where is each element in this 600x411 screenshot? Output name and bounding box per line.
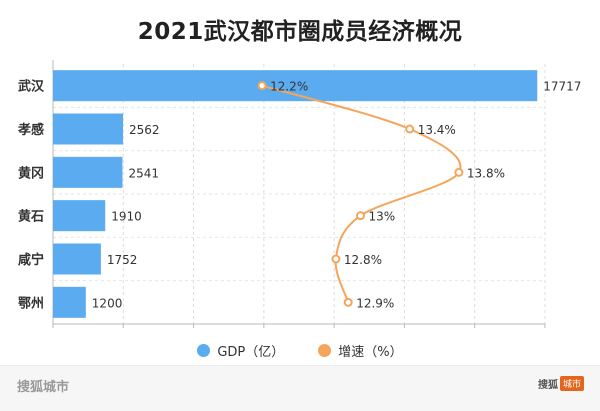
footer-brand: 搜狐城市 bbox=[17, 380, 70, 395]
logo-tag-text: 城市 bbox=[559, 376, 584, 391]
growth-point-5 bbox=[343, 297, 353, 307]
bar-value-label: 1910 bbox=[111, 210, 142, 224]
category-label: 咸宁 bbox=[18, 252, 44, 268]
growth-value-label: 13.8% bbox=[467, 166, 505, 180]
chart-canvas: 武汉 17717 孝感 2562 黄冈 2541 黄石 1910 咸宁 1752 鄂州 1200 12.… bbox=[17, 60, 581, 328]
bar-value-label: 1200 bbox=[92, 296, 123, 310]
category-label: 孝感 bbox=[17, 122, 44, 138]
legend-item-gdp[interactable]: GDP（亿） bbox=[197, 341, 284, 360]
bar-value-label: 17717 bbox=[543, 80, 581, 94]
growth-value-label: 12.9% bbox=[356, 296, 394, 310]
legend-gdp-swatch bbox=[197, 344, 211, 357]
bar-value-label: 2541 bbox=[128, 166, 159, 180]
growth-point-3 bbox=[356, 211, 365, 221]
sohu-city-logo: 搜狐 城市 bbox=[538, 376, 584, 391]
legend-growth-swatch bbox=[318, 344, 332, 357]
bar-1 bbox=[53, 113, 124, 145]
bar-value-label: 2562 bbox=[129, 123, 160, 137]
bar-2 bbox=[53, 156, 123, 188]
growth-value-label: 13% bbox=[369, 210, 396, 224]
legend-growth-label: 增速（%） bbox=[338, 345, 403, 360]
legend-gdp-label: GDP（亿） bbox=[217, 345, 285, 360]
growth-value-label: 12.8% bbox=[344, 253, 382, 267]
growth-point-2 bbox=[454, 167, 464, 177]
growth-point-4 bbox=[331, 254, 341, 264]
legend-item-growth[interactable]: 增速（%） bbox=[318, 341, 403, 360]
footer: 搜狐城市 搜狐 城市 bbox=[0, 365, 600, 411]
chart-title: 2021武汉都市圈成员经济概况 bbox=[137, 19, 463, 45]
growth-value-label: 12.2% bbox=[270, 80, 308, 94]
bar-value-label: 1752 bbox=[107, 253, 138, 267]
growth-point-1 bbox=[405, 124, 415, 134]
category-label: 黄石 bbox=[18, 209, 44, 225]
logo-main-text: 搜狐 bbox=[537, 380, 558, 391]
category-label: 武汉 bbox=[18, 79, 45, 95]
category-label: 黄冈 bbox=[18, 165, 44, 181]
category-label: 鄂州 bbox=[18, 295, 44, 311]
bar-4 bbox=[53, 243, 101, 275]
chart-legend: GDP（亿） 增速（%） bbox=[0, 341, 600, 360]
growth-point-0 bbox=[257, 81, 267, 91]
growth-value-label: 13.4% bbox=[418, 123, 456, 137]
bar-3 bbox=[53, 200, 106, 232]
bar-5 bbox=[53, 286, 86, 318]
bar-0 bbox=[53, 70, 538, 102]
